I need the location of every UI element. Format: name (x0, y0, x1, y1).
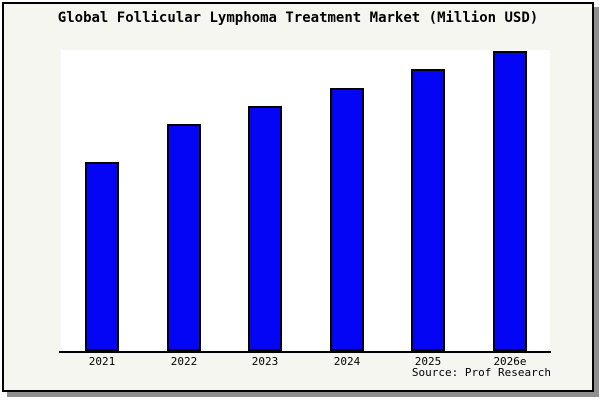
bar-2021 (85, 162, 119, 351)
bar-2024 (330, 88, 364, 351)
plot-area (61, 50, 550, 351)
chart-title: Global Follicular Lymphoma Treatment Mar… (57, 10, 539, 26)
source-credit: Source: Prof Research (411, 366, 551, 379)
bar-2023 (248, 106, 282, 351)
bar-2026e (493, 51, 527, 351)
x-tick-label-2021: 2021 (88, 355, 116, 368)
bar-2022 (167, 124, 201, 351)
x-axis-line (59, 351, 551, 353)
bar-2025 (411, 69, 445, 351)
x-tick-label-2026e: 2026e (493, 355, 527, 368)
x-axis-labels: 2021 2022 2023 2024 2025 2026e (61, 355, 550, 369)
x-tick-label-2023: 2023 (251, 355, 279, 368)
x-tick-label-2025: 2025 (414, 355, 442, 368)
x-tick-label-2024: 2024 (333, 355, 361, 368)
x-tick-label-2022: 2022 (170, 355, 198, 368)
chart-frame: Global Follicular Lymphoma Treatment Mar… (2, 2, 594, 392)
